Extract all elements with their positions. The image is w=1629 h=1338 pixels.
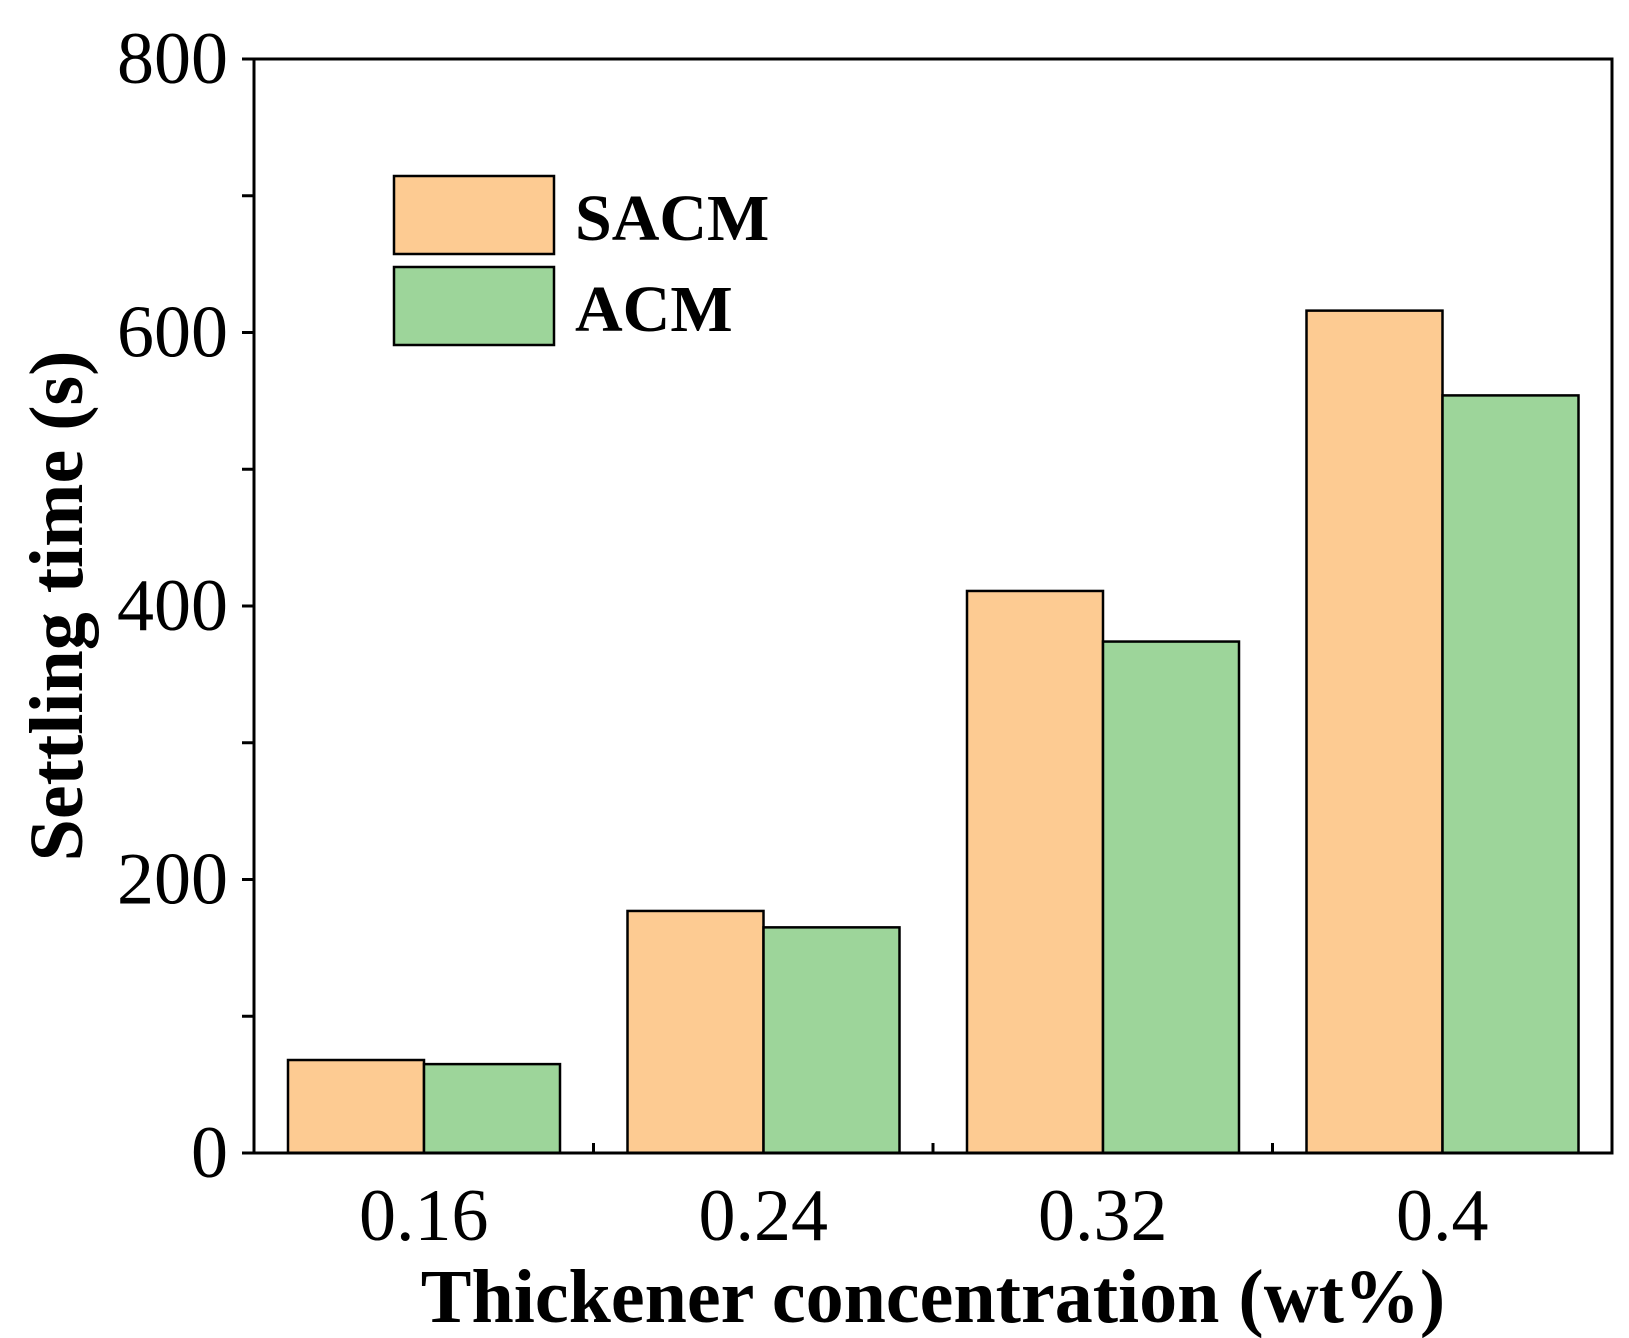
bar-acm-0-16 bbox=[422, 1062, 562, 1155]
y-tick-label-800: 800 bbox=[117, 18, 228, 100]
bar-acm-0-24 bbox=[762, 926, 901, 1155]
ticks-layer bbox=[242, 57, 1274, 1155]
legend-label-acm: ACM bbox=[575, 273, 733, 346]
x-axis-title: Thickener concentration (wt%) bbox=[421, 1255, 1445, 1338]
x-tick-labels: 0.16 0.24 0.32 0.4 bbox=[359, 1175, 1489, 1257]
x-tick-label-0-4: 0.4 bbox=[1396, 1175, 1489, 1257]
x-tick-label-0-24: 0.24 bbox=[699, 1175, 829, 1257]
legend-swatch-acm bbox=[392, 265, 556, 347]
bar-sacm-0-16 bbox=[286, 1058, 426, 1155]
legend-swatch-sacm bbox=[392, 174, 556, 256]
legend: SACM ACM bbox=[392, 174, 769, 347]
y-tick-label-200: 200 bbox=[117, 839, 228, 921]
y-tick-label-0: 0 bbox=[191, 1112, 228, 1194]
bars-layer bbox=[286, 309, 1580, 1155]
y-tick-labels: 0 200 400 600 800 bbox=[117, 18, 228, 1194]
bar-acm-0-32 bbox=[1101, 640, 1241, 1155]
y-tick-label-600: 600 bbox=[117, 292, 228, 374]
y-axis-title: Settling time (s) bbox=[15, 351, 99, 862]
x-tick-label-0-16: 0.16 bbox=[359, 1175, 489, 1257]
bar-sacm-0-24 bbox=[626, 909, 765, 1155]
bar-sacm-0-32 bbox=[965, 589, 1105, 1155]
y-tick-label-400: 400 bbox=[117, 565, 228, 647]
x-tick-label-0-32: 0.32 bbox=[1038, 1175, 1168, 1257]
bar-acm-0-4 bbox=[1441, 394, 1580, 1155]
legend-label-sacm: SACM bbox=[575, 182, 769, 255]
plot-frame bbox=[252, 57, 1614, 1155]
bar-sacm-0-4 bbox=[1305, 309, 1444, 1155]
